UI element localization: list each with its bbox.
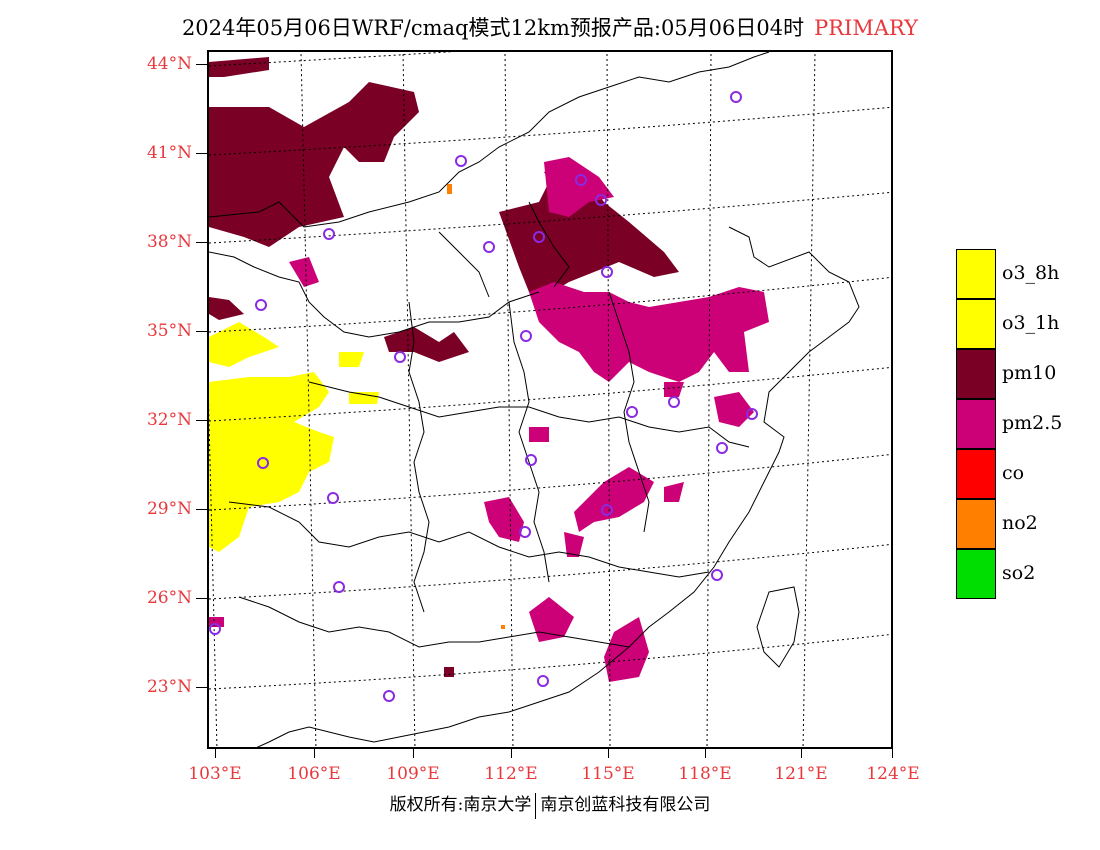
legend-swatch-so2 (956, 549, 996, 599)
boundaries (209, 52, 860, 747)
lon-label-106: 106°E (287, 764, 341, 784)
graticule (209, 52, 891, 747)
legend-label-no2: no2 (1002, 512, 1038, 534)
lon-label-124: 124°E (866, 764, 920, 784)
lat-tick (196, 598, 207, 599)
lat-label-26: 26°N (146, 588, 192, 608)
lon-tick (314, 749, 315, 758)
legend-swatch-o3-8h (956, 249, 996, 299)
legend-label-co: co (1002, 462, 1025, 484)
pollution-map (209, 52, 891, 747)
lat-label-23: 23°N (146, 677, 192, 697)
lon-label-118: 118°E (678, 764, 732, 784)
lon-label-121: 121°E (774, 764, 828, 784)
lat-label-38: 38°N (146, 232, 192, 252)
lon-tick (511, 749, 512, 758)
legend-label-o3-8h: o3_8h (1002, 262, 1060, 284)
lon-tick (801, 749, 802, 758)
lon-tick (215, 749, 216, 758)
legend-swatch-pm25 (956, 399, 996, 449)
footer-left-text: 版权所有:南京大学 (389, 795, 532, 815)
legend-swatch-co (956, 449, 996, 499)
lat-tick (196, 242, 207, 243)
legend-swatch-pm10 (956, 349, 996, 399)
lat-tick (196, 331, 207, 332)
no2-regions (447, 184, 505, 629)
lon-tick (413, 749, 414, 758)
legend-label-pm10: pm10 (1002, 362, 1057, 384)
footer-divider (535, 792, 537, 819)
legend-swatch-o3-1h (956, 299, 996, 349)
lat-label-41: 41°N (146, 143, 192, 163)
map-panel[interactable] (207, 50, 893, 749)
lon-tick (892, 749, 893, 758)
lon-label-112: 112°E (484, 764, 538, 784)
lat-tick (196, 509, 207, 510)
pm25-regions (209, 157, 769, 682)
lat-label-32: 32°N (146, 410, 192, 430)
lon-label-115: 115°E (581, 764, 635, 784)
title-text: 2024年05月06日WRF/cmaq模式12km预报产品:05月06日04时 (181, 16, 805, 40)
ozone-regions (209, 322, 379, 552)
lon-tick (705, 749, 706, 758)
legend-label-pm25: pm2.5 (1002, 412, 1063, 434)
lat-label-29: 29°N (146, 499, 192, 519)
lat-tick (196, 687, 207, 688)
legend-label-so2: so2 (1002, 562, 1036, 584)
lat-tick (196, 153, 207, 154)
map-title: 2024年05月06日WRF/cmaq模式12km预报产品:05月06日04时 P… (0, 12, 1100, 42)
lat-tick (196, 420, 207, 421)
legend-swatch-no2 (956, 499, 996, 549)
lat-tick (196, 64, 207, 65)
station-markers (209, 91, 758, 702)
lon-tick (608, 749, 609, 758)
primary-tag: PRIMARY (814, 16, 919, 40)
copyright-footer: 版权所有:南京大学 南京创蓝科技有限公司 (0, 790, 1100, 819)
pm10-regions (209, 57, 679, 677)
lat-label-44: 44°N (146, 54, 192, 74)
lon-label-109: 109°E (386, 764, 440, 784)
lat-label-35: 35°N (146, 321, 192, 341)
footer-right-text: 南京创蓝科技有限公司 (540, 795, 711, 815)
lon-label-103: 103°E (188, 764, 242, 784)
legend-label-o3-1h: o3_1h (1002, 312, 1060, 334)
